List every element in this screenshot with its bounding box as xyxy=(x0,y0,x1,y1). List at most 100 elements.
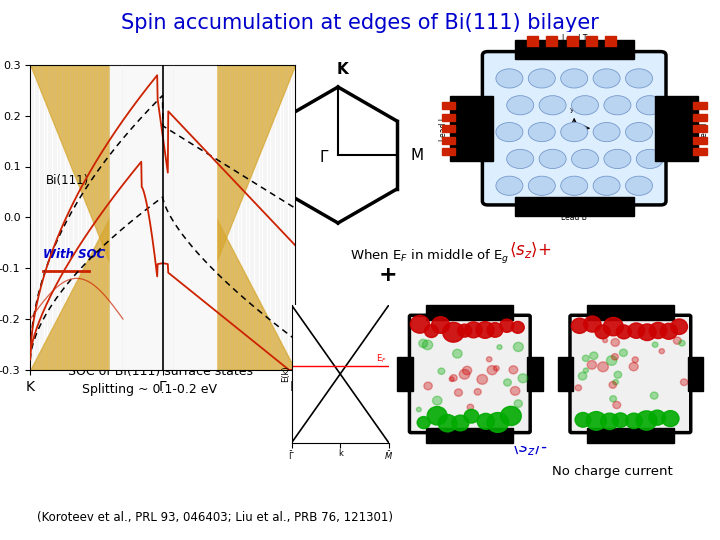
Bar xyxy=(693,125,706,132)
Circle shape xyxy=(636,96,663,115)
Text: y: y xyxy=(570,107,574,113)
Circle shape xyxy=(626,123,652,141)
Bar xyxy=(688,357,703,391)
Circle shape xyxy=(497,345,502,349)
Circle shape xyxy=(419,339,428,348)
Circle shape xyxy=(507,96,534,115)
Circle shape xyxy=(493,366,499,371)
Circle shape xyxy=(619,349,627,356)
Circle shape xyxy=(626,413,642,429)
Circle shape xyxy=(572,150,598,168)
Bar xyxy=(515,197,634,217)
Circle shape xyxy=(503,379,511,386)
Circle shape xyxy=(528,176,555,195)
Circle shape xyxy=(474,389,481,395)
Circle shape xyxy=(465,322,482,338)
Circle shape xyxy=(575,385,582,391)
Text: Spin accumulation at edges of Bi(111) bilayer: Spin accumulation at edges of Bi(111) bi… xyxy=(121,13,599,33)
Text: −: − xyxy=(397,367,410,381)
Circle shape xyxy=(593,69,620,88)
FancyBboxPatch shape xyxy=(570,315,690,433)
Circle shape xyxy=(583,368,588,373)
Circle shape xyxy=(610,396,616,402)
Circle shape xyxy=(603,318,624,336)
Bar xyxy=(397,357,413,391)
Bar xyxy=(426,428,513,443)
Circle shape xyxy=(603,338,608,343)
Circle shape xyxy=(611,339,619,346)
Circle shape xyxy=(476,322,494,338)
Text: Lead L: Lead L xyxy=(439,116,448,141)
FancyBboxPatch shape xyxy=(410,315,530,433)
Circle shape xyxy=(417,416,430,429)
Circle shape xyxy=(427,407,447,425)
Circle shape xyxy=(649,322,667,339)
Bar xyxy=(527,357,543,391)
Circle shape xyxy=(449,377,454,381)
Circle shape xyxy=(671,319,688,334)
Circle shape xyxy=(561,176,588,195)
Text: $\langle s_z\rangle$+: $\langle s_z\rangle$+ xyxy=(509,240,552,260)
Text: x: x xyxy=(596,127,600,133)
Circle shape xyxy=(431,316,449,333)
Circle shape xyxy=(673,337,681,345)
Circle shape xyxy=(629,362,638,371)
Circle shape xyxy=(459,369,469,379)
Circle shape xyxy=(452,415,469,431)
Circle shape xyxy=(609,381,616,388)
Text: −: − xyxy=(530,367,543,381)
Bar xyxy=(693,103,706,109)
Circle shape xyxy=(611,354,618,360)
Circle shape xyxy=(636,411,657,430)
Circle shape xyxy=(572,96,598,115)
Bar xyxy=(426,305,513,320)
Circle shape xyxy=(539,150,566,168)
Bar xyxy=(587,428,674,443)
Circle shape xyxy=(528,69,555,88)
Circle shape xyxy=(660,323,678,339)
Bar xyxy=(567,36,578,46)
Circle shape xyxy=(571,318,588,333)
Circle shape xyxy=(518,374,528,383)
Circle shape xyxy=(507,150,534,168)
Circle shape xyxy=(454,389,462,396)
Circle shape xyxy=(652,342,658,347)
Circle shape xyxy=(593,123,620,141)
Circle shape xyxy=(453,349,462,358)
Text: 0: 0 xyxy=(570,127,574,132)
Circle shape xyxy=(467,404,474,410)
Circle shape xyxy=(496,69,523,88)
Circle shape xyxy=(438,415,457,432)
Circle shape xyxy=(487,366,497,375)
Text: K: K xyxy=(336,62,348,77)
Bar xyxy=(557,357,573,391)
Circle shape xyxy=(638,324,656,341)
Circle shape xyxy=(410,315,429,333)
Circle shape xyxy=(513,342,523,352)
Circle shape xyxy=(680,379,688,386)
Circle shape xyxy=(443,322,464,342)
Circle shape xyxy=(582,355,589,361)
Circle shape xyxy=(614,372,621,378)
Text: −: − xyxy=(557,367,570,381)
Circle shape xyxy=(500,407,521,426)
Text: E$_F$: E$_F$ xyxy=(376,353,387,365)
Text: When E$_F$ in middle of E$_g$: When E$_F$ in middle of E$_g$ xyxy=(351,248,510,266)
Circle shape xyxy=(487,413,508,433)
Circle shape xyxy=(626,69,652,88)
Circle shape xyxy=(458,324,472,337)
Circle shape xyxy=(679,340,685,346)
Circle shape xyxy=(628,323,644,338)
Circle shape xyxy=(509,366,518,374)
Circle shape xyxy=(632,357,639,363)
Circle shape xyxy=(487,322,503,338)
Circle shape xyxy=(636,150,663,168)
Bar xyxy=(587,305,674,320)
Circle shape xyxy=(438,368,445,374)
Circle shape xyxy=(528,123,555,141)
Circle shape xyxy=(595,325,610,339)
Circle shape xyxy=(626,176,652,195)
Bar xyxy=(527,36,538,46)
Circle shape xyxy=(539,96,566,115)
Text: +: + xyxy=(690,367,703,381)
